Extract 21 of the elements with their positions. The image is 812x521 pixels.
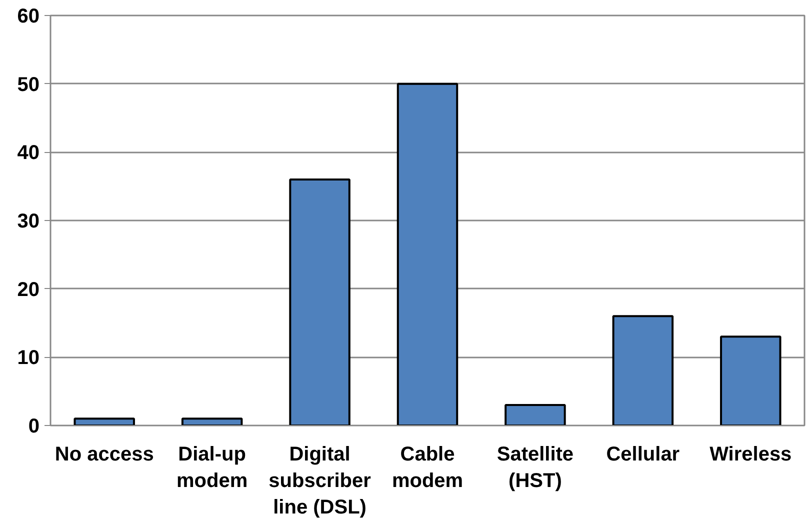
x-tick-label: Satellite (HST) xyxy=(496,444,574,492)
y-tick-label: 10 xyxy=(17,347,40,370)
y-tick-label: 40 xyxy=(17,142,40,164)
y-tick-label: 50 xyxy=(17,74,40,96)
y-tick-label: 60 xyxy=(17,6,40,28)
y-tick-label: 20 xyxy=(17,278,40,301)
x-tick-label: Dial-up modem xyxy=(176,444,248,492)
bar xyxy=(74,418,135,426)
x-tick-label: Wireless xyxy=(710,444,792,466)
bar xyxy=(720,336,782,426)
bar xyxy=(396,82,458,426)
y-tick-label: 0 xyxy=(28,416,40,438)
bar xyxy=(181,418,243,426)
y-tick-label: 30 xyxy=(17,210,40,232)
x-tick-label: Cellular xyxy=(606,444,680,466)
bar xyxy=(504,404,566,426)
x-tick-label: No access xyxy=(54,444,154,466)
bar xyxy=(289,178,350,426)
x-tick-label: Digital subscriber line (DSL) xyxy=(268,444,372,518)
x-tick-label: Cable modem xyxy=(392,444,464,492)
bar xyxy=(612,315,674,426)
